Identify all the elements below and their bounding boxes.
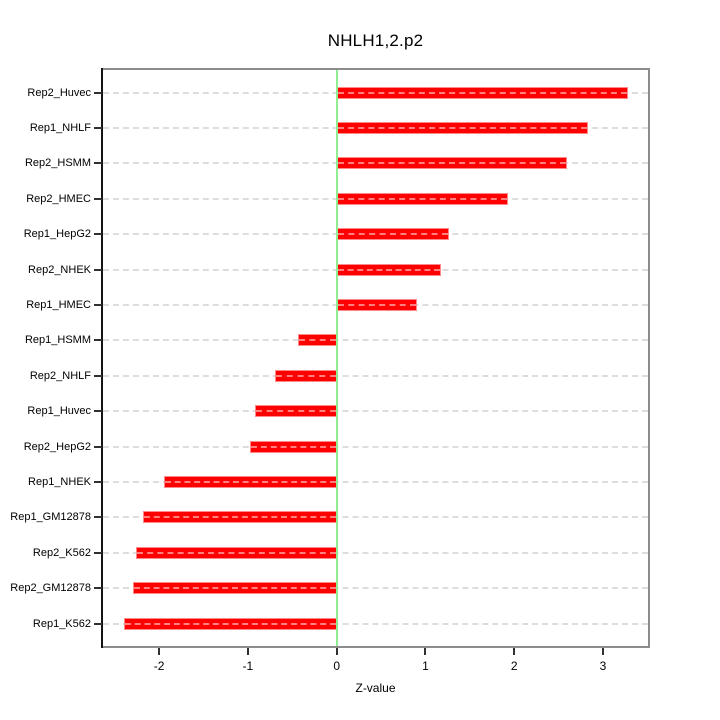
- y-tick-label: Rep2_HMEC: [26, 192, 91, 205]
- bar: [123, 617, 337, 630]
- x-tick: [246, 648, 249, 655]
- y-tick: [94, 162, 102, 165]
- bar: [249, 440, 337, 453]
- bar-stripe: [124, 622, 336, 625]
- bar-stripe: [134, 587, 336, 590]
- gridline: [103, 445, 648, 448]
- x-tick: [424, 648, 427, 655]
- zero-line: [335, 70, 338, 646]
- y-tick-label: Rep2_NHLF: [29, 369, 91, 382]
- y-tick: [94, 339, 102, 342]
- gridline: [103, 410, 648, 413]
- x-tick: [158, 648, 161, 655]
- y-tick-label: Rep1_Huvec: [27, 405, 91, 418]
- bar: [163, 475, 337, 488]
- y-tick: [94, 551, 102, 554]
- y-tick: [94, 126, 102, 129]
- y-tick: [94, 410, 102, 413]
- bar: [336, 298, 418, 311]
- bar: [336, 86, 628, 99]
- y-tick: [94, 587, 102, 590]
- plot-area: Rep2_Huvec Rep1_NHLF Rep2_HSMM Rep2_HMEC Rep…: [10, 68, 650, 673]
- gridline: [103, 339, 648, 342]
- bar-stripe: [337, 268, 441, 271]
- y-tick: [94, 374, 102, 377]
- bar: [254, 405, 337, 418]
- y-tick-label: Rep2_HSMM: [24, 157, 91, 170]
- gridline: [103, 587, 648, 590]
- bar-stripe: [337, 126, 587, 129]
- y-tick: [94, 303, 102, 306]
- bar: [336, 192, 508, 205]
- y-tick-label: Rep1_GM12878: [10, 511, 91, 524]
- bar: [136, 546, 337, 559]
- y-tick: [94, 622, 102, 625]
- bar-stripe: [255, 410, 336, 413]
- y-tick-label: Rep2_NHEK: [28, 263, 91, 276]
- gridline: [103, 480, 648, 483]
- bar-stripe: [298, 339, 336, 342]
- y-tick-label: Rep2_Huvec: [27, 86, 91, 99]
- x-tick: [513, 648, 516, 655]
- y-tick-label: Rep1_NHEK: [28, 475, 91, 488]
- gridline: [103, 551, 648, 554]
- bar-stripe: [337, 162, 566, 165]
- gridline: [103, 374, 648, 377]
- y-tick-label: Rep1_HMEC: [26, 298, 91, 311]
- x-tick-label: 2: [510, 659, 518, 673]
- x-tick-label: -2: [153, 659, 165, 673]
- y-tick: [94, 197, 102, 200]
- y-tick: [94, 480, 102, 483]
- bar-stripe: [337, 197, 507, 200]
- bar: [143, 511, 337, 524]
- y-tick: [94, 516, 102, 519]
- bar-stripe: [337, 303, 417, 306]
- bar: [336, 121, 588, 134]
- y-tick: [94, 268, 102, 271]
- x-tick-label: 3: [599, 659, 607, 673]
- y-tick-label: Rep2_HepG2: [23, 440, 91, 453]
- bar-stripe: [337, 91, 627, 94]
- y-tick-label: Rep2_K562: [32, 546, 91, 559]
- y-tick: [94, 233, 102, 236]
- bar-stripe: [164, 480, 336, 483]
- x-tick: [335, 648, 338, 655]
- gridline: [103, 516, 648, 519]
- y-tick: [94, 445, 102, 448]
- y-tick-label: Rep1_HepG2: [23, 228, 91, 241]
- bar-stripe: [137, 551, 336, 554]
- gridline: [103, 622, 648, 625]
- y-axis-line: [101, 68, 103, 648]
- y-tick-label: Rep1_NHLF: [29, 121, 91, 134]
- bar: [274, 369, 337, 382]
- y-tick-label: Rep2_GM12878: [10, 582, 91, 595]
- x-tick: [601, 648, 604, 655]
- chart-title: NHLH1,2.p2: [327, 31, 424, 50]
- bar: [297, 334, 337, 347]
- bar-stripe: [250, 445, 336, 448]
- y-tick: [94, 91, 102, 94]
- bar: [336, 263, 442, 276]
- x-tick-label: -1: [242, 659, 254, 673]
- bar: [336, 157, 567, 170]
- bar-stripe: [144, 516, 336, 519]
- bar: [336, 228, 449, 241]
- x-axis-label: Z-value: [355, 681, 396, 695]
- bar-stripe: [337, 233, 448, 236]
- bar: [133, 582, 337, 595]
- bar-stripe: [275, 374, 336, 377]
- x-tick-label: 0: [333, 659, 340, 673]
- y-tick-label: Rep1_HSMM: [24, 334, 91, 347]
- y-tick-label: Rep1_K562: [32, 617, 91, 630]
- x-tick-label: 1: [422, 659, 429, 673]
